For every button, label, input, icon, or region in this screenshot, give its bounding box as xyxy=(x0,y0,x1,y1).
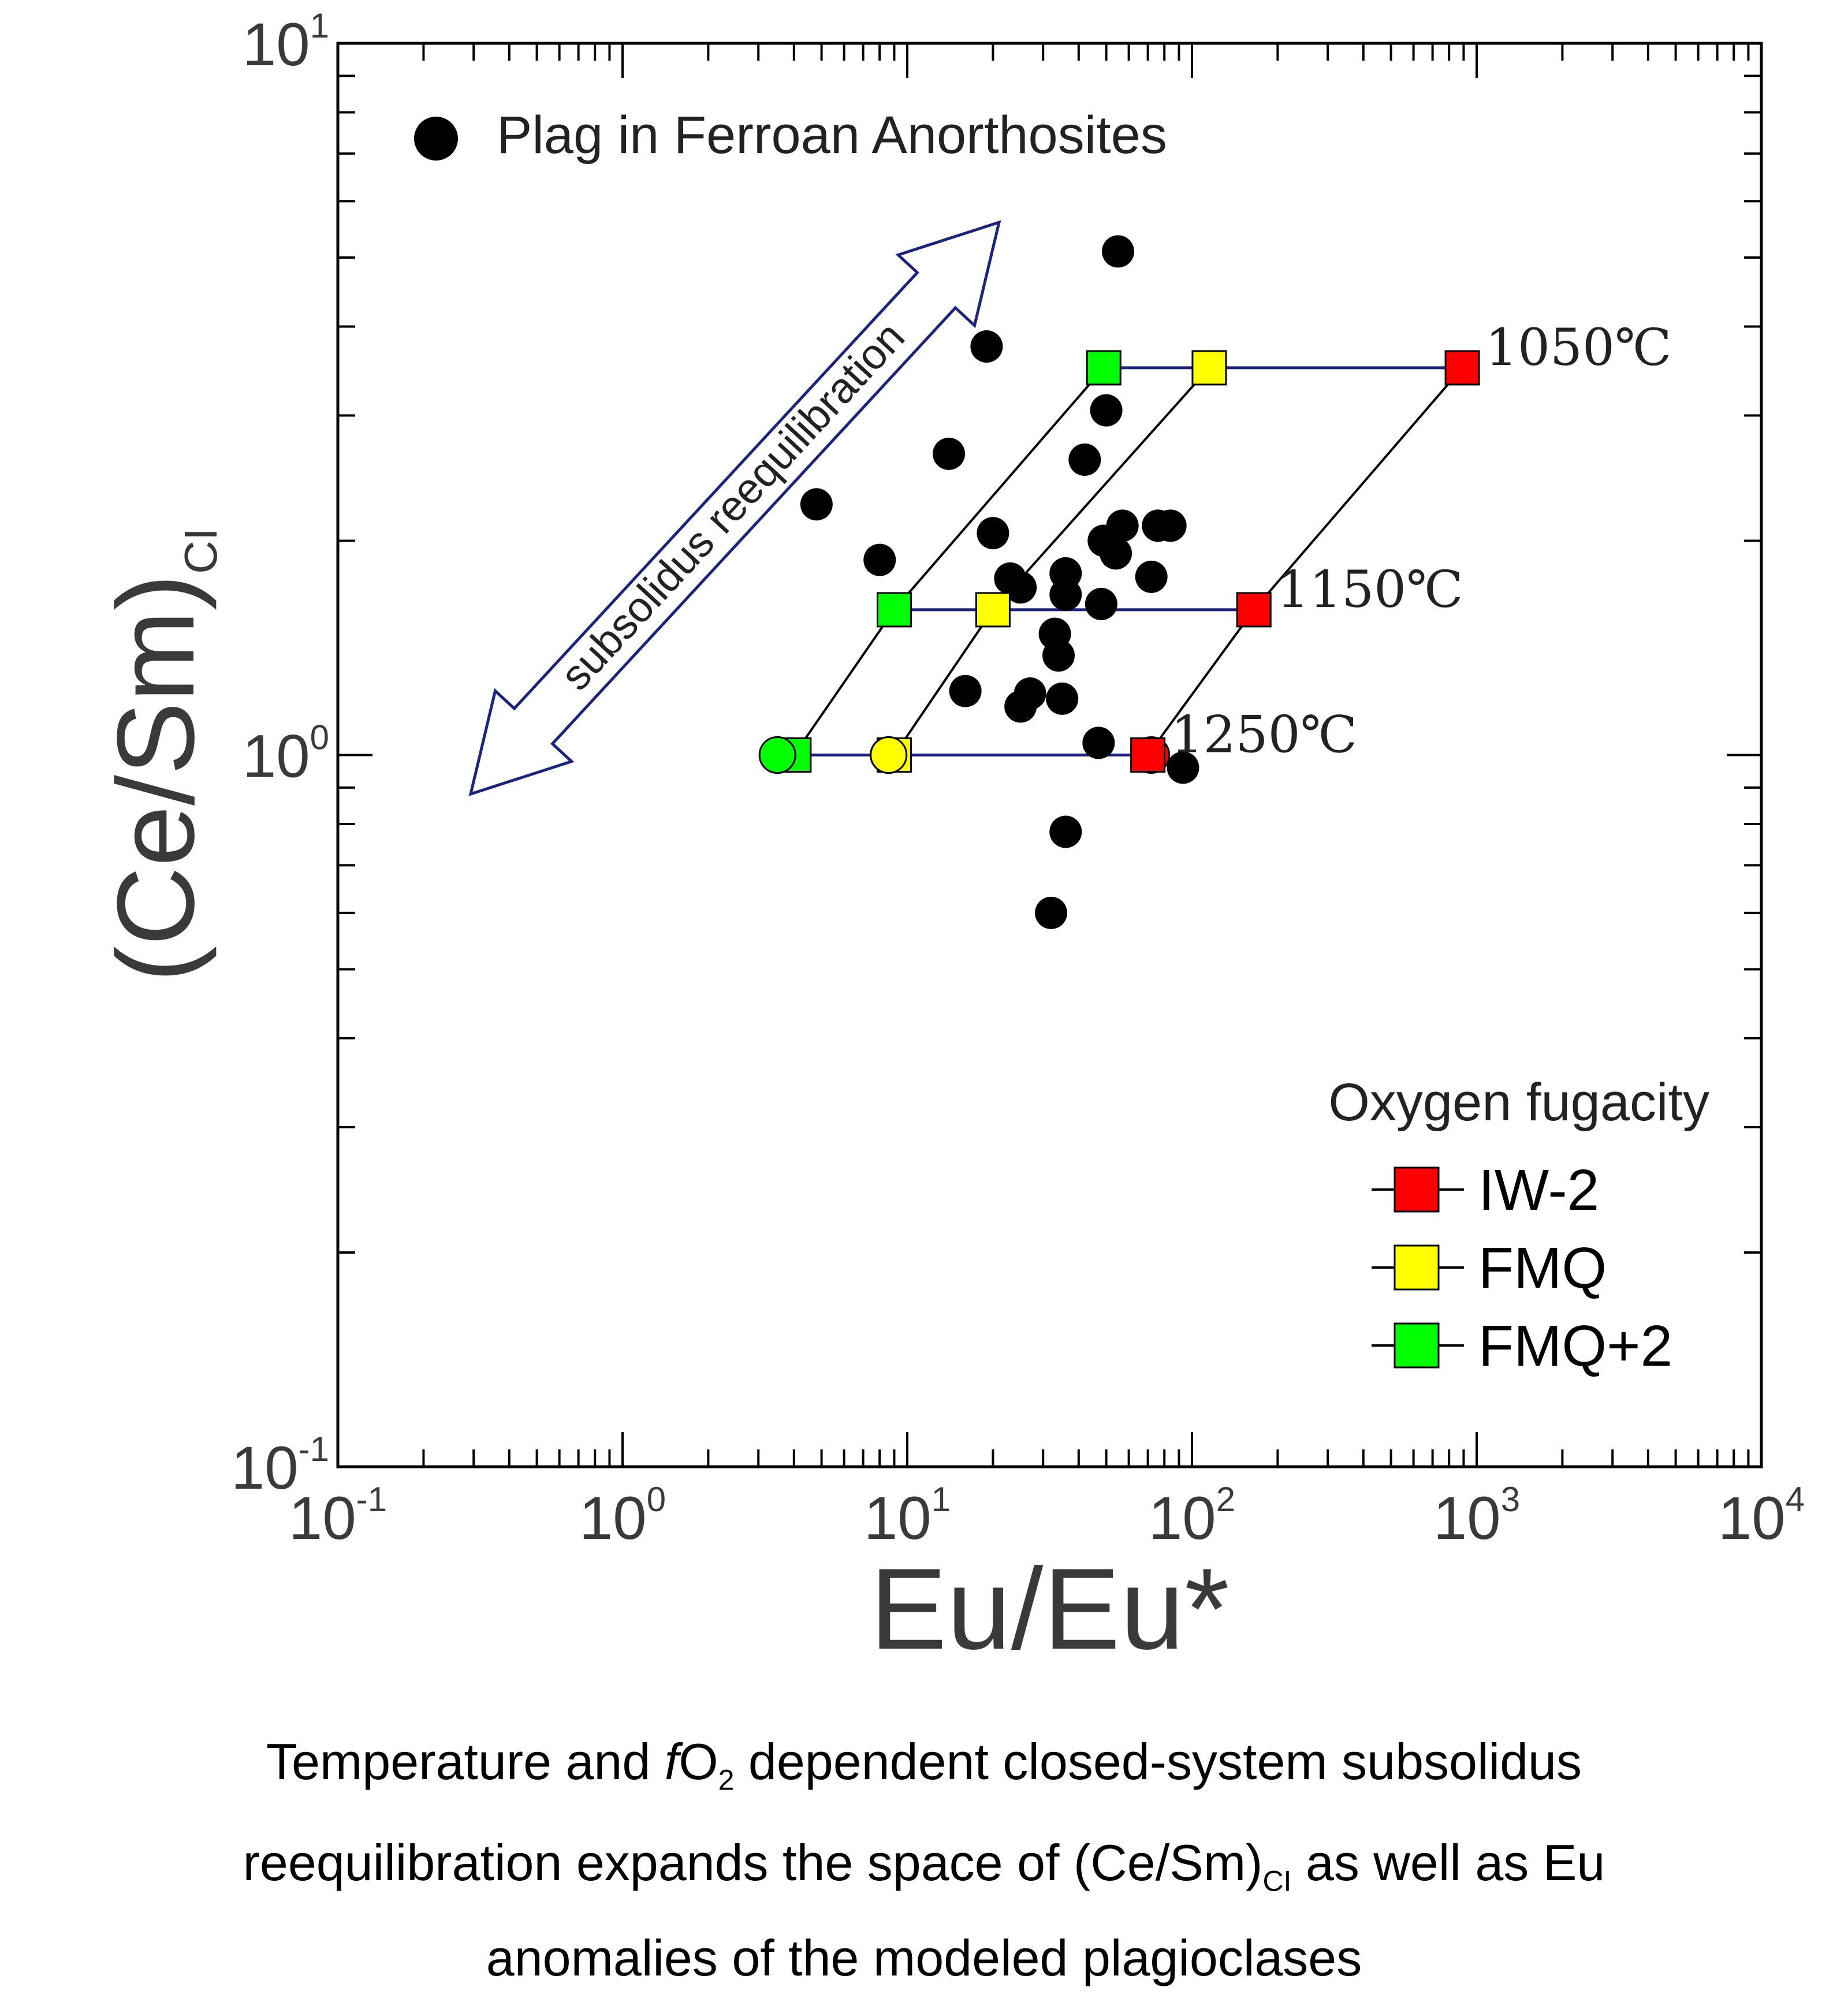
sample-points xyxy=(800,235,1199,929)
sample-point xyxy=(800,488,833,521)
legend-marker xyxy=(1394,1322,1440,1369)
isotherm-label: 1150℃ xyxy=(1277,560,1463,619)
caption-text: reequilibration expands the space of (Ce… xyxy=(243,1834,1263,1891)
sample-point xyxy=(1154,509,1187,542)
caption-text: as well as Eu xyxy=(1291,1834,1605,1891)
sample-point xyxy=(1167,751,1199,784)
x-tick-label-base: 10 xyxy=(864,1485,932,1552)
x-tick-label-exp: 1 xyxy=(932,1480,951,1519)
model-marker-square xyxy=(1236,592,1272,628)
y-axis-label: (Ce/Sm)CI xyxy=(95,528,226,982)
sample-point xyxy=(933,437,966,470)
y-tick-label-exp: 0 xyxy=(310,718,329,757)
y-tick-label-base: 10 xyxy=(231,1434,299,1502)
sample-point xyxy=(949,674,982,707)
x-tick-label: 102 xyxy=(1149,1480,1235,1552)
sample-point xyxy=(977,517,1009,550)
caption-text: anomalies of the modeled plagioclases xyxy=(486,1929,1362,1986)
caption-o: O xyxy=(679,1733,718,1790)
x-tick-label-exp: 0 xyxy=(647,1480,666,1519)
model-markers: 1050℃ 1150℃ 1250℃ xyxy=(758,318,1671,774)
sample-point xyxy=(1042,639,1075,672)
y-tick-label-exp: 1 xyxy=(310,6,329,45)
sample-point xyxy=(1004,690,1037,723)
double-arrow xyxy=(468,220,1001,796)
annotations: subsolidus reequilibration xyxy=(468,220,1001,796)
x-tick-label: 103 xyxy=(1433,1480,1520,1552)
sample-point xyxy=(863,543,896,576)
model-marker-circle xyxy=(758,736,796,774)
sample-point xyxy=(1035,896,1068,929)
chart: 10-1 100 101 102 103 10410-1100101Eu/Eu*(Ce/S… xyxy=(95,6,1805,1673)
sample-point xyxy=(1049,815,1082,848)
y-tick-label-base: 10 xyxy=(243,723,310,791)
arrow-label: subsolidus reequilibration xyxy=(551,312,914,699)
sample-point xyxy=(1046,682,1079,715)
caption-line-2: reequilibration expands the space of (Ce… xyxy=(0,1833,1848,1898)
sample-point xyxy=(1135,560,1168,593)
caption-line-1: Temperature and fO2 dependent closed-sys… xyxy=(0,1732,1848,1797)
x-tick-label-base: 10 xyxy=(1149,1485,1216,1552)
sample-point xyxy=(1068,443,1101,476)
y-axis-label-main: (Ce/Sm) xyxy=(95,574,217,982)
x-tick-label-exp: -1 xyxy=(356,1480,387,1519)
y-tick-label-exp: -1 xyxy=(299,1430,329,1468)
legend-label: FMQ xyxy=(1478,1236,1607,1300)
x-tick-label-exp: 2 xyxy=(1216,1480,1235,1519)
x-tick-label: 10-1 xyxy=(289,1480,387,1552)
model-marker-circle xyxy=(870,736,908,774)
sample-point xyxy=(1090,394,1123,427)
isotherm-label: 1050℃ xyxy=(1485,318,1671,377)
legend: Plag in Ferroan Anorthosites Oxygen fugac… xyxy=(414,106,1709,1378)
model-marker-square xyxy=(1086,350,1122,386)
x-tick-label-base: 10 xyxy=(579,1485,647,1552)
x-tick-label-exp: 3 xyxy=(1501,1480,1520,1519)
sample-point xyxy=(1082,726,1115,759)
sample-point xyxy=(970,330,1003,363)
sample-point xyxy=(1049,578,1082,611)
x-tick-label: 104 xyxy=(1718,1480,1805,1552)
sample-point xyxy=(1085,587,1117,620)
y-tick-label: 10-1 xyxy=(231,1430,329,1502)
y-tick-label: 100 xyxy=(243,718,329,791)
model-marker-square xyxy=(1191,350,1227,386)
legend-sample-label: Plag in Ferroan Anorthosites xyxy=(497,106,1167,165)
x-axis-label: Eu/Eu* xyxy=(870,1545,1229,1673)
x-tick-label-base: 10 xyxy=(289,1485,356,1552)
y-tick-label: 101 xyxy=(243,6,329,79)
caption-sub: CI xyxy=(1262,1865,1292,1898)
sample-point xyxy=(1100,537,1132,570)
y-axis-label-sub: CI xyxy=(175,528,226,574)
model-marker-square xyxy=(1444,350,1480,386)
sample-point xyxy=(1101,235,1134,268)
legend-title: Oxygen fugacity xyxy=(1328,1073,1709,1132)
isotherm-label: 1250℃ xyxy=(1171,705,1357,765)
x-tick-label-base: 10 xyxy=(1433,1485,1501,1552)
legend-sample-marker xyxy=(414,117,458,161)
plot-frame: 10-1 100 101 102 103 10410-1100101Eu/Eu*(Ce/S… xyxy=(95,6,1805,1673)
caption-text: Temperature and xyxy=(266,1733,665,1790)
legend-label: FMQ+2 xyxy=(1478,1314,1672,1378)
caption-sub: 2 xyxy=(718,1764,735,1796)
caption-f: f xyxy=(664,1733,679,1790)
model-marker-square xyxy=(876,592,912,628)
caption-text: dependent closed-system subsolidus xyxy=(734,1733,1582,1790)
x-tick-label-base: 10 xyxy=(1718,1485,1786,1552)
model-marker-square xyxy=(1130,737,1166,773)
x-tick-label: 100 xyxy=(579,1480,666,1552)
model-marker-square xyxy=(975,592,1011,628)
x-tick-label-exp: 4 xyxy=(1786,1480,1805,1519)
caption-line-3: anomalies of the modeled plagioclases xyxy=(0,1929,1848,1988)
x-tick-label: 101 xyxy=(864,1480,951,1552)
legend-marker xyxy=(1394,1244,1440,1291)
sample-point xyxy=(1004,571,1037,604)
legend-label: IW-2 xyxy=(1478,1158,1599,1222)
y-tick-label-base: 10 xyxy=(243,11,310,79)
legend-marker xyxy=(1394,1166,1440,1213)
